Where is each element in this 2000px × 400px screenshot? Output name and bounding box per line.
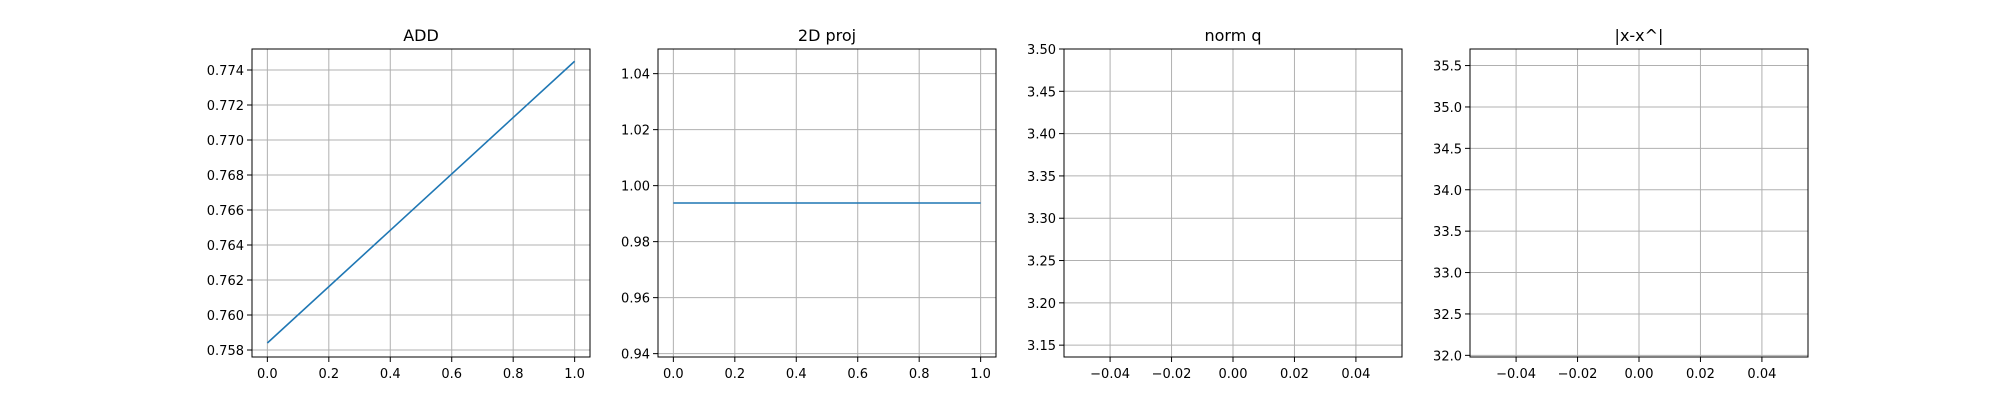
- y-tick-label: 0.766: [207, 204, 244, 219]
- y-tick-label: 3.20: [1027, 297, 1056, 312]
- y-tick-label: 0.762: [207, 274, 244, 289]
- y-tick-label: 3.35: [1027, 170, 1056, 185]
- x-tick-label: 0.0: [257, 367, 278, 382]
- y-tick-label: 0.764: [207, 239, 244, 254]
- x-tick-label: −0.02: [1558, 367, 1598, 382]
- y-tick-label: 34.0: [1433, 184, 1462, 199]
- x-tick-label: 1.0: [970, 367, 991, 382]
- y-tick-label: 0.772: [207, 99, 244, 114]
- plot-frame: [251, 48, 591, 358]
- chart-title: 2D proj: [798, 26, 856, 45]
- x-tick-label: 0.2: [318, 367, 339, 382]
- y-tick-label: 3.40: [1027, 128, 1056, 143]
- x-tick-label: 0.02: [1280, 367, 1309, 382]
- chart-panel-2: 0.0 0.2 0.4 0.6 0.8 1.0 0.94 0.96 0.98 1.00 1.02 1.…: [621, 26, 997, 382]
- y-tick-label: 3.50: [1027, 43, 1056, 58]
- y-tick-label: 1.00: [621, 180, 650, 195]
- y-tick-label: 32.5: [1433, 308, 1462, 323]
- chart-panel-1: 0.0 0.2 0.4 0.6 0.8 1.0 0.758 0.760 0.762 0.764 0.…: [207, 26, 591, 382]
- chart-title: |x-x^|: [1615, 26, 1664, 45]
- y-tick-label: 32.0: [1433, 349, 1462, 364]
- x-tick-label: 0.00: [1625, 367, 1654, 382]
- x-tick-label: 0.4: [786, 367, 807, 382]
- x-tick-label: 0.6: [441, 367, 462, 382]
- x-tick-label: −0.04: [1090, 367, 1130, 382]
- x-tick-label: 0.04: [1341, 367, 1370, 382]
- x-tick-label: 0.0: [663, 367, 684, 382]
- y-tick-label: 0.758: [207, 344, 244, 359]
- x-tick-label: 0.6: [847, 367, 868, 382]
- y-tick-label: 0.768: [207, 169, 244, 184]
- y-tick-label: 0.760: [207, 309, 244, 324]
- y-tick-label: 3.25: [1027, 255, 1056, 270]
- y-tick-label: 1.04: [621, 68, 650, 83]
- y-tick-label: 33.5: [1433, 225, 1462, 240]
- y-tick-label: 1.02: [621, 124, 650, 139]
- y-tick-label: 3.30: [1027, 212, 1056, 227]
- y-tick-label: 0.94: [621, 348, 650, 363]
- x-tick-label: 0.4: [380, 367, 401, 382]
- x-tick-label: 0.8: [503, 367, 524, 382]
- x-tick-label: 0.00: [1219, 367, 1248, 382]
- y-tick-label: 3.15: [1027, 339, 1056, 354]
- y-tick-label: 0.774: [207, 64, 244, 79]
- y-tick-label: 33.0: [1433, 267, 1462, 282]
- x-tick-label: 1.0: [564, 367, 585, 382]
- y-tick-label: 0.98: [621, 236, 650, 251]
- y-tick-label: 0.96: [621, 292, 650, 307]
- chart-title: ADD: [403, 26, 439, 45]
- series-line-1: [266, 60, 576, 344]
- y-tick-label: 35.0: [1433, 101, 1462, 116]
- x-tick-label: 0.8: [909, 367, 930, 382]
- chart-panel-3: −0.04 −0.02 0.00 0.02 0.04 3.15 3.20 3.25 3.30 3.…: [1027, 26, 1403, 382]
- y-tick-label: 0.770: [207, 134, 244, 149]
- x-tick-label: 0.04: [1747, 367, 1776, 382]
- x-tick-label: 0.2: [724, 367, 745, 382]
- plot-frame: [657, 48, 997, 358]
- y-tick-label: 35.5: [1433, 60, 1462, 75]
- x-tick-label: −0.04: [1496, 367, 1536, 382]
- chart-panel-4: −0.04 −0.02 0.00 0.02 0.04 32.0 32.5 33.0 33.5 34…: [1433, 26, 1809, 382]
- y-tick-label: 3.45: [1027, 85, 1056, 100]
- y-tick-label: 34.5: [1433, 142, 1462, 157]
- x-tick-label: 0.02: [1686, 367, 1715, 382]
- chart-title: norm q: [1204, 26, 1261, 45]
- x-tick-label: −0.02: [1152, 367, 1192, 382]
